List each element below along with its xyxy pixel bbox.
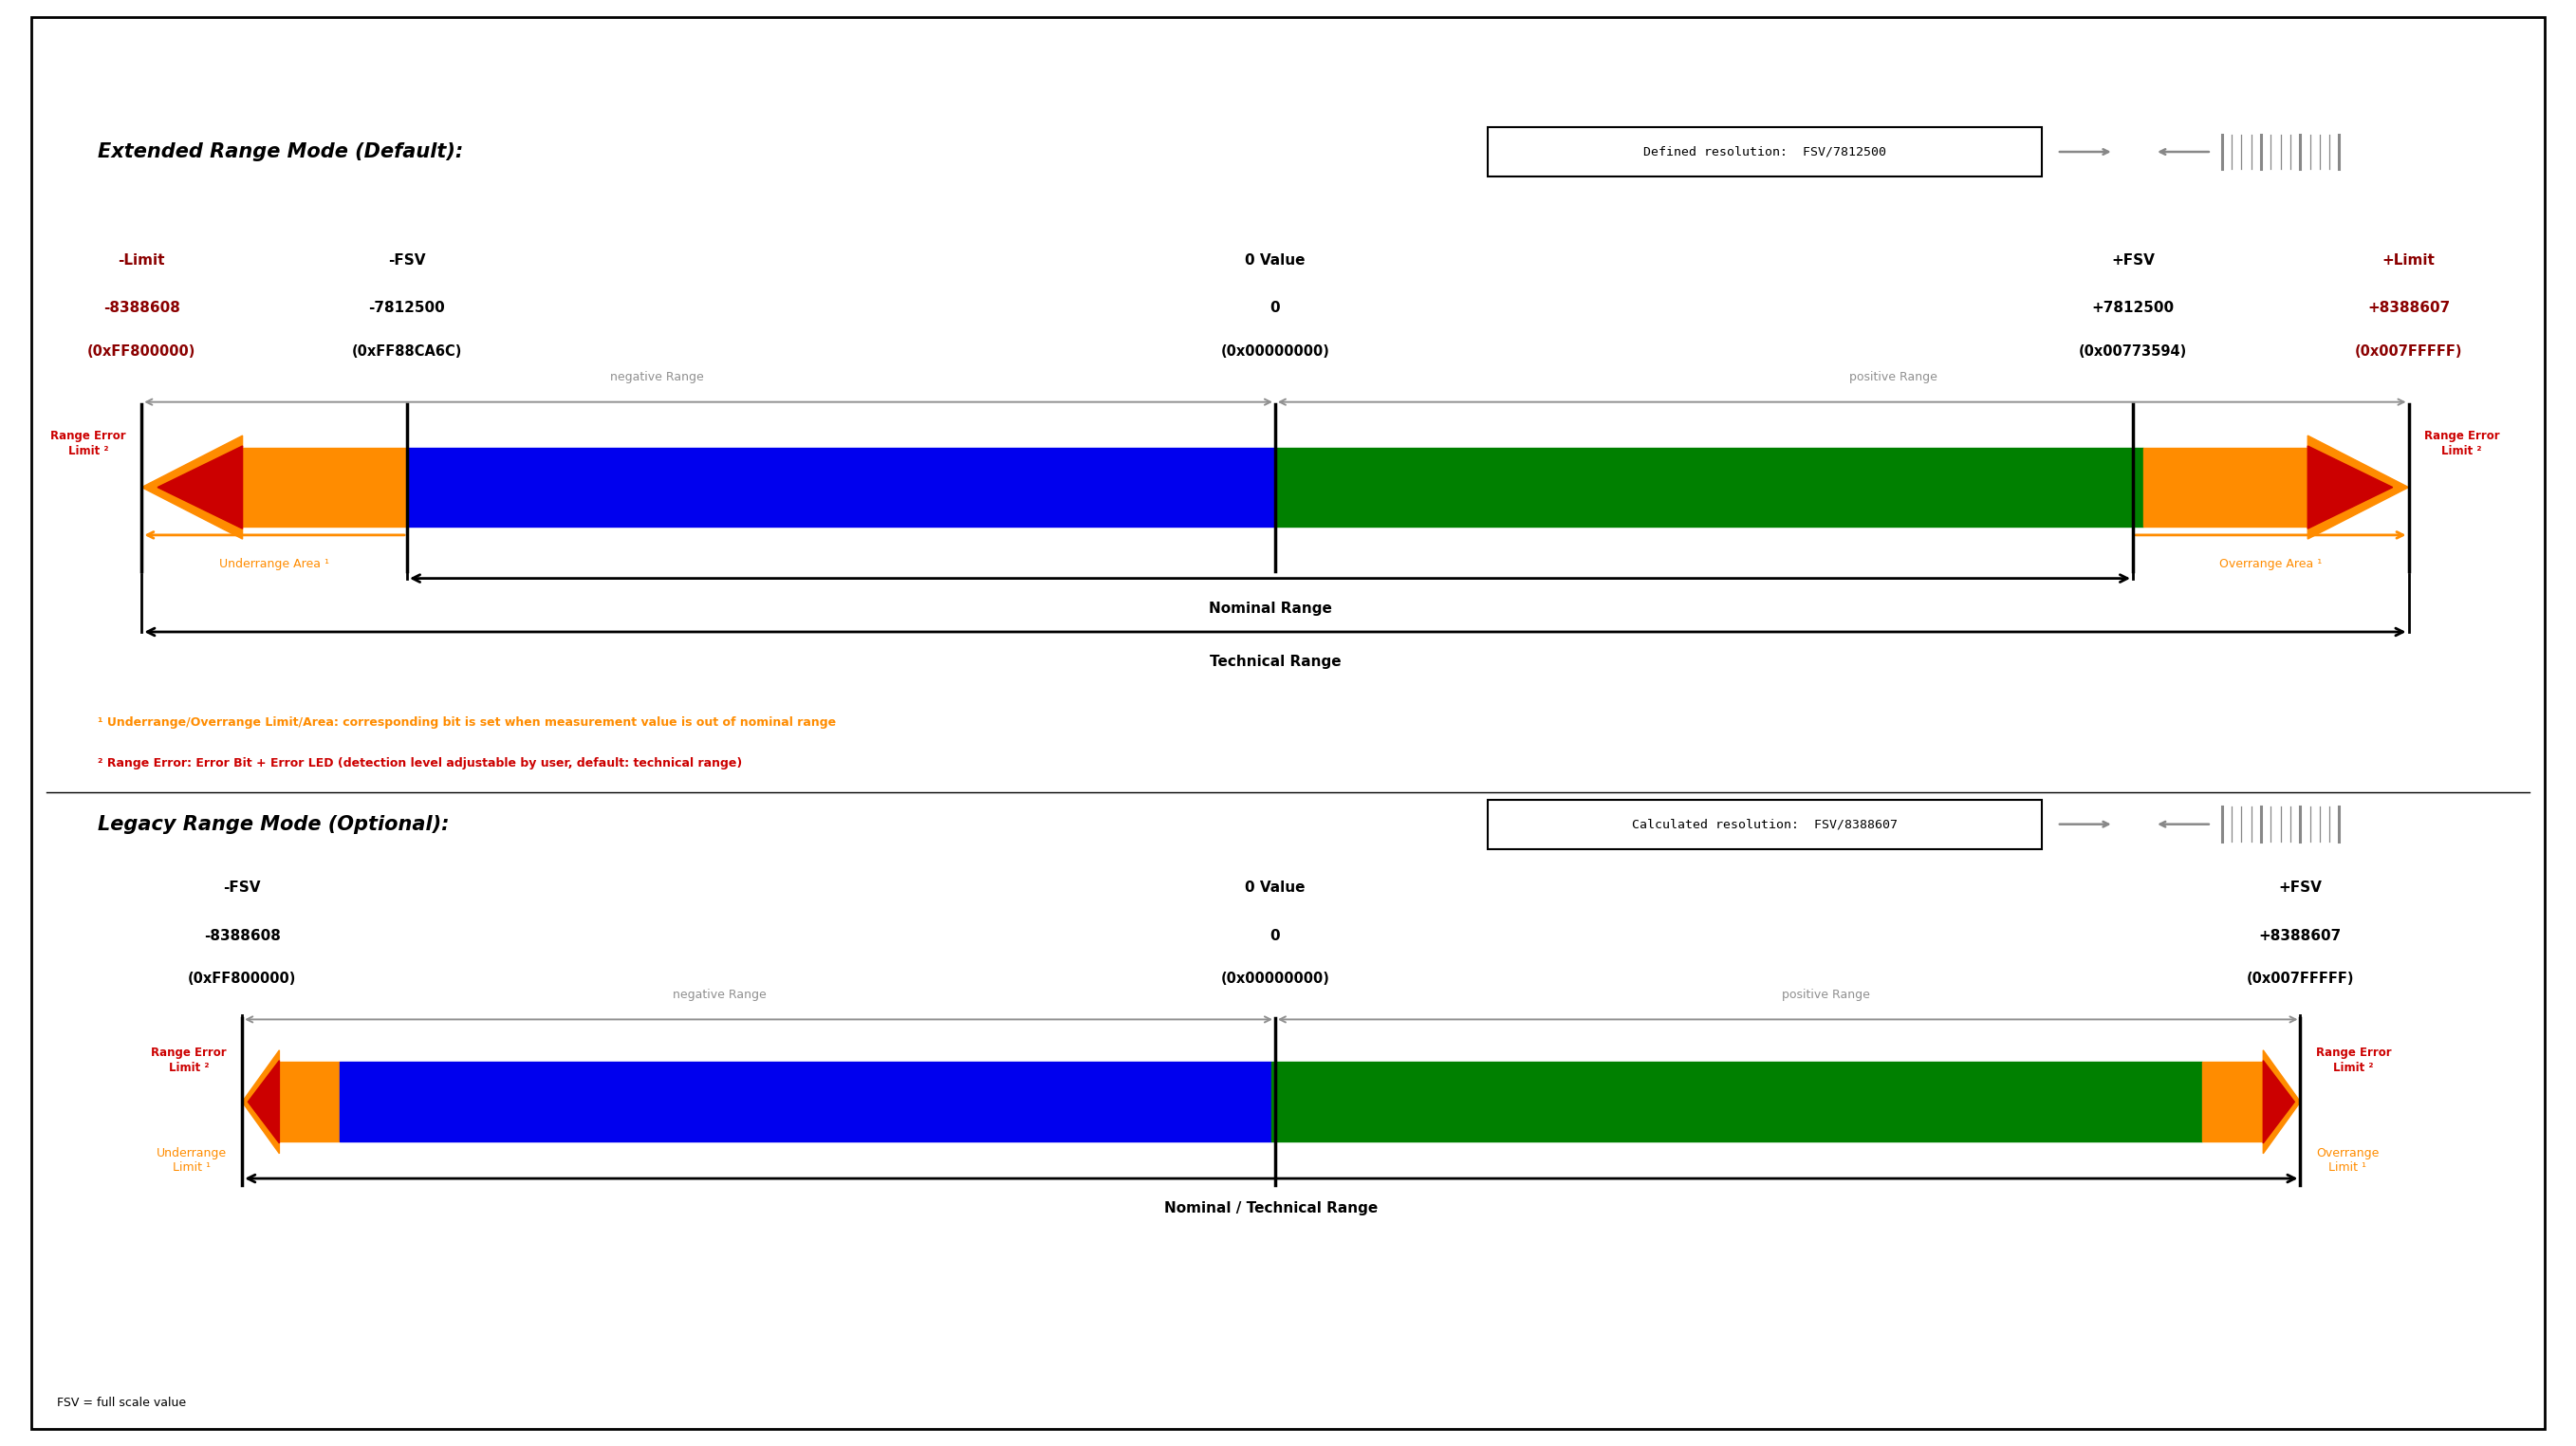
Text: +8388607: +8388607 — [2367, 301, 2450, 315]
Text: +FSV: +FSV — [2112, 253, 2154, 268]
Text: Nominal Range: Nominal Range — [1208, 602, 1332, 616]
Text: Overrange
Limit ¹: Overrange Limit ¹ — [2316, 1147, 2378, 1173]
Text: ² Range Error: Error Bit + Error LED (detection level adjustable by user, defaul: ² Range Error: Error Bit + Error LED (de… — [98, 758, 742, 769]
Text: 0: 0 — [1270, 928, 1280, 943]
Polygon shape — [142, 435, 242, 539]
Text: ¹ Underrange/Overrange Limit/Area: corresponding bit is set when measurement val: ¹ Underrange/Overrange Limit/Area: corre… — [98, 717, 837, 729]
Text: Legacy Range Mode (Optional):: Legacy Range Mode (Optional): — [98, 814, 448, 834]
Text: 0 Value: 0 Value — [1244, 881, 1306, 895]
Text: -7812500: -7812500 — [368, 301, 446, 315]
Bar — [1489, 127, 2040, 176]
Text: FSV = full scale value: FSV = full scale value — [57, 1397, 185, 1408]
Text: Underrange
Limit ¹: Underrange Limit ¹ — [157, 1147, 227, 1173]
Text: Extended Range Mode (Default):: Extended Range Mode (Default): — [98, 142, 464, 162]
Bar — [242, 447, 407, 526]
Text: Underrange Area ¹: Underrange Area ¹ — [219, 558, 330, 571]
Text: -FSV: -FSV — [224, 881, 260, 895]
Text: -8388608: -8388608 — [103, 301, 180, 315]
Polygon shape — [2308, 435, 2409, 539]
Text: +8388607: +8388607 — [2259, 928, 2342, 943]
Text: Overrange Area ¹: Overrange Area ¹ — [2221, 558, 2321, 571]
Text: +7812500: +7812500 — [2092, 301, 2174, 315]
Bar — [340, 1061, 1273, 1142]
Text: 0: 0 — [1270, 301, 1280, 315]
Text: -8388608: -8388608 — [204, 928, 281, 943]
Text: positive Range: positive Range — [1850, 370, 1937, 383]
Text: -Limit: -Limit — [118, 253, 165, 268]
Text: (0x007FFFFF): (0x007FFFFF) — [2246, 972, 2354, 986]
Polygon shape — [247, 1060, 278, 1144]
Bar — [2143, 447, 2308, 526]
Text: 0 Value: 0 Value — [1244, 253, 1306, 268]
Text: (0x00773594): (0x00773594) — [2079, 344, 2187, 359]
Text: Range Error
Limit ²: Range Error Limit ² — [52, 429, 126, 458]
Bar — [278, 1061, 340, 1142]
Text: Range Error
Limit ²: Range Error Limit ² — [2316, 1045, 2391, 1074]
Text: positive Range: positive Range — [1783, 988, 1870, 1001]
Text: Range Error
Limit ²: Range Error Limit ² — [2424, 429, 2499, 458]
Text: Range Error
Limit ²: Range Error Limit ² — [152, 1045, 227, 1074]
Text: negative Range: negative Range — [611, 370, 703, 383]
Bar — [1273, 1061, 2202, 1142]
Text: negative Range: negative Range — [672, 988, 768, 1001]
Polygon shape — [2308, 445, 2393, 529]
Text: (0xFF88CA6C): (0xFF88CA6C) — [353, 344, 461, 359]
Text: (0x00000000): (0x00000000) — [1221, 972, 1329, 986]
Text: (0xFF800000): (0xFF800000) — [88, 344, 196, 359]
Text: Calculated resolution:  FSV/8388607: Calculated resolution: FSV/8388607 — [1631, 818, 1899, 830]
Text: +Limit: +Limit — [2383, 253, 2434, 268]
Text: (0x00000000): (0x00000000) — [1221, 344, 1329, 359]
Polygon shape — [2264, 1060, 2295, 1144]
Text: (0x007FFFFF): (0x007FFFFF) — [2354, 344, 2463, 359]
Bar — [2202, 1061, 2264, 1142]
Polygon shape — [157, 445, 242, 529]
Bar — [1275, 447, 2143, 526]
Text: +FSV: +FSV — [2280, 881, 2321, 895]
Text: -FSV: -FSV — [389, 253, 425, 268]
Polygon shape — [2264, 1050, 2300, 1154]
Text: Defined resolution:  FSV/7812500: Defined resolution: FSV/7812500 — [1643, 146, 1886, 158]
Text: Technical Range: Technical Range — [1208, 655, 1342, 669]
Bar — [407, 447, 1275, 526]
Bar — [1489, 800, 2040, 849]
Polygon shape — [242, 1050, 278, 1154]
Text: Nominal / Technical Range: Nominal / Technical Range — [1164, 1202, 1378, 1216]
Text: (0xFF800000): (0xFF800000) — [188, 972, 296, 986]
